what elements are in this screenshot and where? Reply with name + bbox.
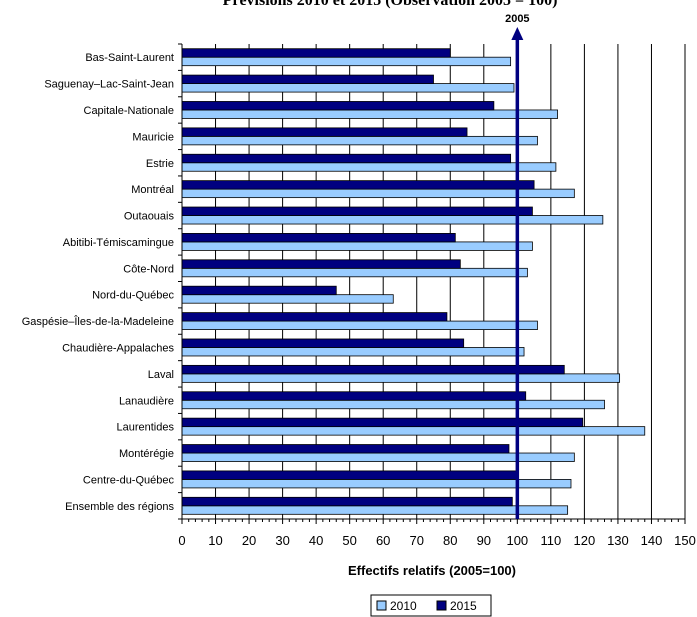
y-tick-label-5: Montréal (131, 184, 174, 196)
legend: 2010 2015 (370, 594, 492, 617)
bar-2010-2 (181, 109, 558, 119)
plot-area: Bas-Saint-Laurent Saguenay–Lac-Saint-Jean… (22, 13, 696, 548)
x-tick-label-6: 60 (376, 533, 390, 548)
y-tick-label-6: Outaouais (124, 211, 175, 223)
bar-2010-6 (181, 215, 604, 225)
bar-2015-10 (181, 312, 448, 322)
bar-2015-15 (181, 444, 510, 454)
y-tick-label-7: Abitibi-Témiscamingue (63, 237, 174, 249)
x-tick-label-13: 130 (607, 533, 629, 548)
x-tick-label-12: 120 (574, 533, 596, 548)
x-tick-label-10: 100 (506, 533, 528, 548)
bar-2015-3 (181, 127, 468, 137)
x-tick-label-11: 110 (540, 533, 561, 548)
bar-2010-7 (181, 241, 533, 251)
y-tick-label-11: Chaudière-Appalaches (62, 342, 174, 354)
legend-label-2015: 2015 (450, 599, 477, 613)
x-axis-label: Effectifs relatifs (2005=100) (348, 563, 516, 578)
bar-2010-13 (181, 399, 605, 410)
bar-2015-13 (181, 391, 527, 401)
y-tick-label-4: Estrie (146, 158, 174, 170)
y-tick-label-1: Saguenay–Lac-Saint-Jean (44, 79, 174, 91)
x-tick-label-0: 0 (178, 533, 185, 548)
bar-2010-10 (181, 320, 538, 330)
y-tick-label-10: Gaspésie–Îles-de-la-Madeleine (22, 315, 174, 328)
y-tick-label-0: Bas-Saint-Laurent (85, 52, 174, 64)
x-tick-label-9: 90 (477, 533, 491, 548)
y-tick-label-14: Laurentides (117, 422, 175, 434)
y-tick-label-13: Lanaudière (119, 395, 174, 407)
legend-swatch-2010 (376, 600, 387, 611)
y-tick-labels: Bas-Saint-Laurent Saguenay–Lac-Saint-Jean… (22, 52, 175, 513)
y-tick-label-15: Montérégie (119, 448, 174, 460)
bar-2015-7 (181, 233, 456, 243)
legend-swatch-2015 (436, 600, 447, 611)
y-tick-label-12: Laval (148, 369, 174, 381)
chart-title: Prévisions 2010 et 2015 (Observation 200… (223, 0, 558, 9)
x-tick-label-15: 150 (674, 533, 696, 548)
bar-2015-5 (181, 180, 535, 190)
bar-2015-16 (181, 470, 518, 480)
legend-box (370, 594, 492, 617)
bar-2015-4 (181, 153, 512, 164)
axes (178, 43, 686, 524)
bar-2010-3 (181, 135, 538, 146)
bar-2015-0 (181, 48, 451, 58)
bar-2010-16 (181, 479, 572, 489)
bar-2010-1 (181, 83, 515, 93)
bar-2015-12 (181, 364, 565, 375)
reference-line-label: 2005 (505, 13, 529, 25)
x-tick-label-1: 10 (208, 533, 222, 548)
x-tick-label-7: 70 (409, 533, 423, 548)
bar-2010-0 (181, 56, 512, 67)
bar-2015-17 (181, 496, 513, 507)
y-tick-label-3: Mauricie (132, 131, 174, 143)
bar-2010-17 (181, 505, 569, 515)
reference-arrow-head (511, 27, 524, 40)
bar-2010-15 (181, 452, 575, 462)
bar-2015-8 (181, 259, 461, 269)
bar-2010-5 (181, 188, 575, 199)
x-tick-label-2: 20 (242, 533, 256, 548)
bar-2015-11 (181, 338, 465, 348)
x-tick-labels: 0 10 20 30 40 50 60 70 80 90 100 110 120 130 140 150 (178, 533, 695, 548)
bar-2015-1 (181, 74, 434, 84)
y-tick-label-9: Nord-du-Québec (92, 290, 174, 302)
y-tick-label-2: Capitale-Nationale (84, 105, 175, 117)
bar-2010-14 (181, 426, 646, 436)
bar-2010-11 (181, 347, 525, 357)
reference-line: 2005 (505, 13, 530, 519)
y-tick-label-16: Centre-du-Québec (83, 474, 175, 486)
x-tick-label-14: 140 (641, 533, 663, 548)
bar-2010-8 (181, 267, 528, 278)
x-tick-label-4: 40 (309, 533, 323, 548)
bar-2015-2 (181, 101, 495, 111)
bar-2010-9 (181, 294, 394, 304)
bar-2010-12 (181, 373, 621, 383)
x-tick-label-5: 50 (342, 533, 356, 548)
bar-2015-9 (181, 285, 337, 296)
bar-2010-4 (181, 162, 557, 172)
gridlines (215, 44, 686, 519)
bar-2015-6 (181, 206, 533, 216)
x-tick-label-3: 30 (275, 533, 289, 548)
y-tick-label-8: Côte-Nord (123, 263, 174, 275)
x-tick-label-8: 80 (443, 533, 457, 548)
y-tick-label-17: Ensemble des régions (65, 501, 174, 513)
bars (181, 48, 646, 515)
bar-2015-14 (181, 417, 584, 428)
legend-label-2010: 2010 (390, 599, 417, 613)
